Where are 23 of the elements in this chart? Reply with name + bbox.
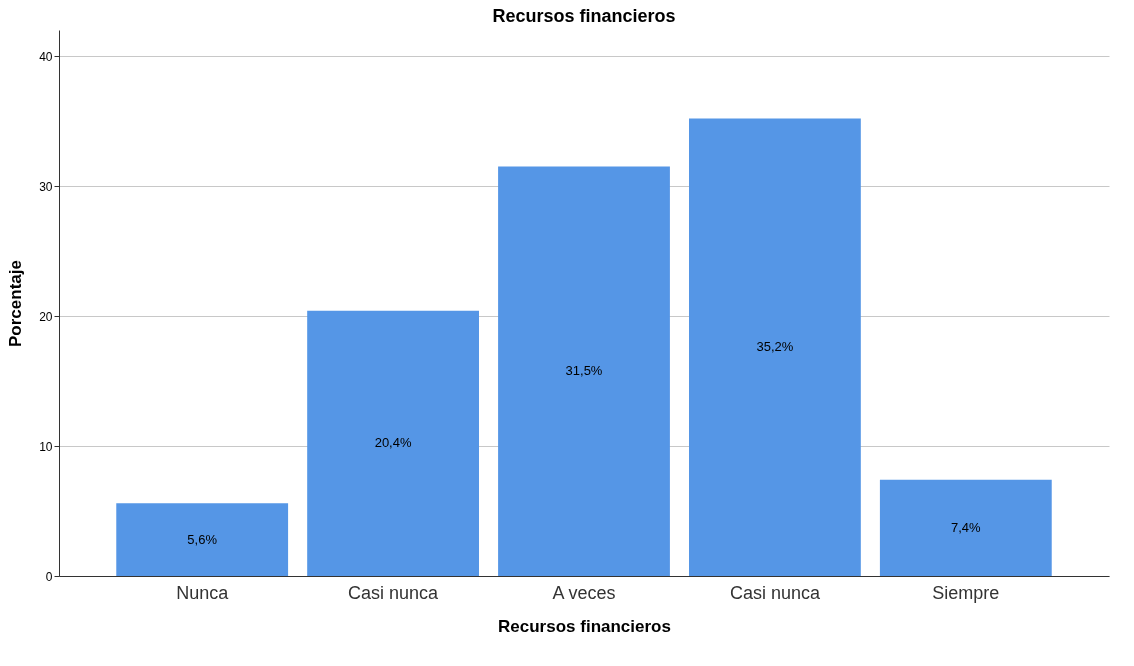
x-axis-title: Recursos financieros — [498, 616, 671, 636]
data-label: 5,6% — [187, 531, 218, 547]
bar — [689, 118, 861, 576]
y-tick-label: 40 — [39, 49, 53, 64]
bar — [498, 166, 670, 576]
data-label: 35,2% — [756, 339, 794, 355]
bar — [116, 503, 289, 576]
bar — [879, 479, 1052, 576]
y-tick-label: 10 — [39, 439, 53, 454]
y-tick-label: 30 — [39, 179, 53, 194]
x-tick-label: A veces — [552, 582, 616, 603]
x-tick-label: Casi nunca — [348, 582, 440, 603]
chart-title: Recursos financieros — [492, 6, 676, 26]
y-tick-label: 0 — [45, 569, 53, 584]
x-tick-label: Casi nunca — [729, 582, 821, 603]
x-tick-label: Siempre — [932, 582, 1000, 603]
data-label: 20,4% — [374, 435, 412, 451]
data-label: 7,4% — [951, 519, 982, 535]
bar — [307, 310, 479, 576]
x-tick-label: Nunca — [176, 582, 230, 603]
data-label: 31,5% — [565, 363, 603, 379]
y-tick-label: 20 — [39, 309, 53, 324]
y-axis-title: Porcentaje — [6, 260, 26, 347]
